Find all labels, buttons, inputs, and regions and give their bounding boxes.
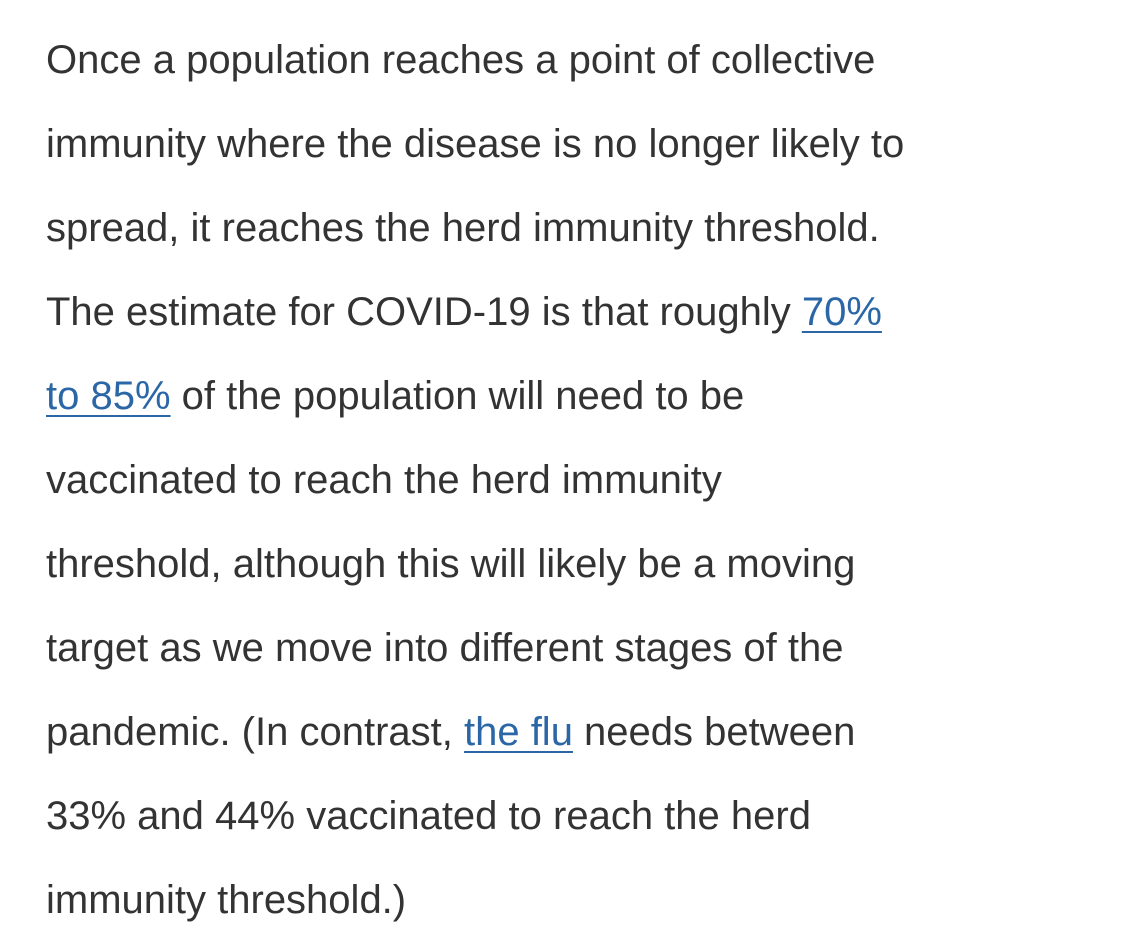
paragraph-line-9: pandemic. (In contrast, the flu needs be…	[46, 690, 1096, 774]
paragraph-line-1: Once a population reaches a point of col…	[46, 38, 876, 82]
paragraph-text-segment: needs between	[572, 710, 856, 754]
paragraph-line-4: The estimate for COVID-19 is that roughl…	[46, 270, 1096, 354]
link-70-percent[interactable]: 70%	[801, 290, 882, 334]
paragraph-text-segment: The estimate for COVID-19 is that roughl…	[46, 290, 802, 334]
paragraph-text-segment: of the population will need to be	[170, 374, 745, 418]
link-the-flu[interactable]: the flu	[463, 710, 573, 754]
link-to-85-percent[interactable]: to 85%	[46, 374, 171, 418]
paragraph-line-3: spread, it reaches the herd immunity thr…	[46, 206, 880, 250]
paragraph-line-2: immunity where the disease is no longer …	[46, 122, 905, 166]
paragraph-line-11: immunity threshold.)	[46, 878, 407, 922]
paragraph-text-segment: pandemic. (In contrast,	[46, 710, 464, 754]
paragraph-line-6: vaccinated to reach the herd immunity	[46, 458, 722, 502]
article-paragraph: Once a population reaches a point of col…	[46, 18, 1096, 942]
paragraph-line-5: to 85% of the population will need to be	[46, 354, 1096, 438]
paragraph-line-10: 33% and 44% vaccinated to reach the herd	[46, 794, 811, 838]
paragraph-line-7: threshold, although this will likely be …	[46, 542, 856, 586]
paragraph-line-8: target as we move into different stages …	[46, 626, 844, 670]
